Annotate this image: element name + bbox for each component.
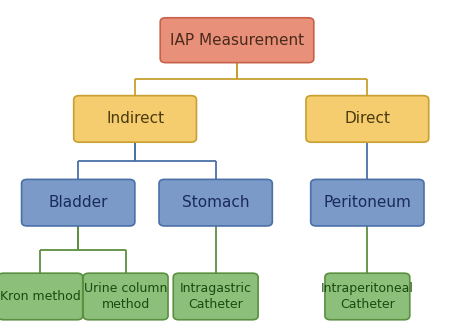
- Text: Stomach: Stomach: [182, 195, 249, 210]
- Text: IAP Measurement: IAP Measurement: [170, 33, 304, 48]
- Text: Peritoneum: Peritoneum: [323, 195, 411, 210]
- FancyBboxPatch shape: [0, 273, 82, 320]
- Text: Kron method: Kron method: [0, 290, 81, 303]
- FancyBboxPatch shape: [83, 273, 168, 320]
- FancyBboxPatch shape: [160, 18, 314, 63]
- Text: Urine column
method: Urine column method: [84, 282, 167, 311]
- FancyBboxPatch shape: [159, 179, 272, 226]
- Text: Intraperitoneal
Catheter: Intraperitoneal Catheter: [321, 282, 414, 311]
- FancyBboxPatch shape: [311, 179, 424, 226]
- Text: Bladder: Bladder: [48, 195, 108, 210]
- FancyBboxPatch shape: [173, 273, 258, 320]
- Text: Intragastric
Catheter: Intragastric Catheter: [180, 282, 252, 311]
- FancyBboxPatch shape: [22, 179, 135, 226]
- Text: Direct: Direct: [344, 112, 391, 126]
- Text: Indirect: Indirect: [106, 112, 164, 126]
- FancyBboxPatch shape: [306, 96, 428, 142]
- FancyBboxPatch shape: [325, 273, 410, 320]
- FancyBboxPatch shape: [73, 96, 196, 142]
